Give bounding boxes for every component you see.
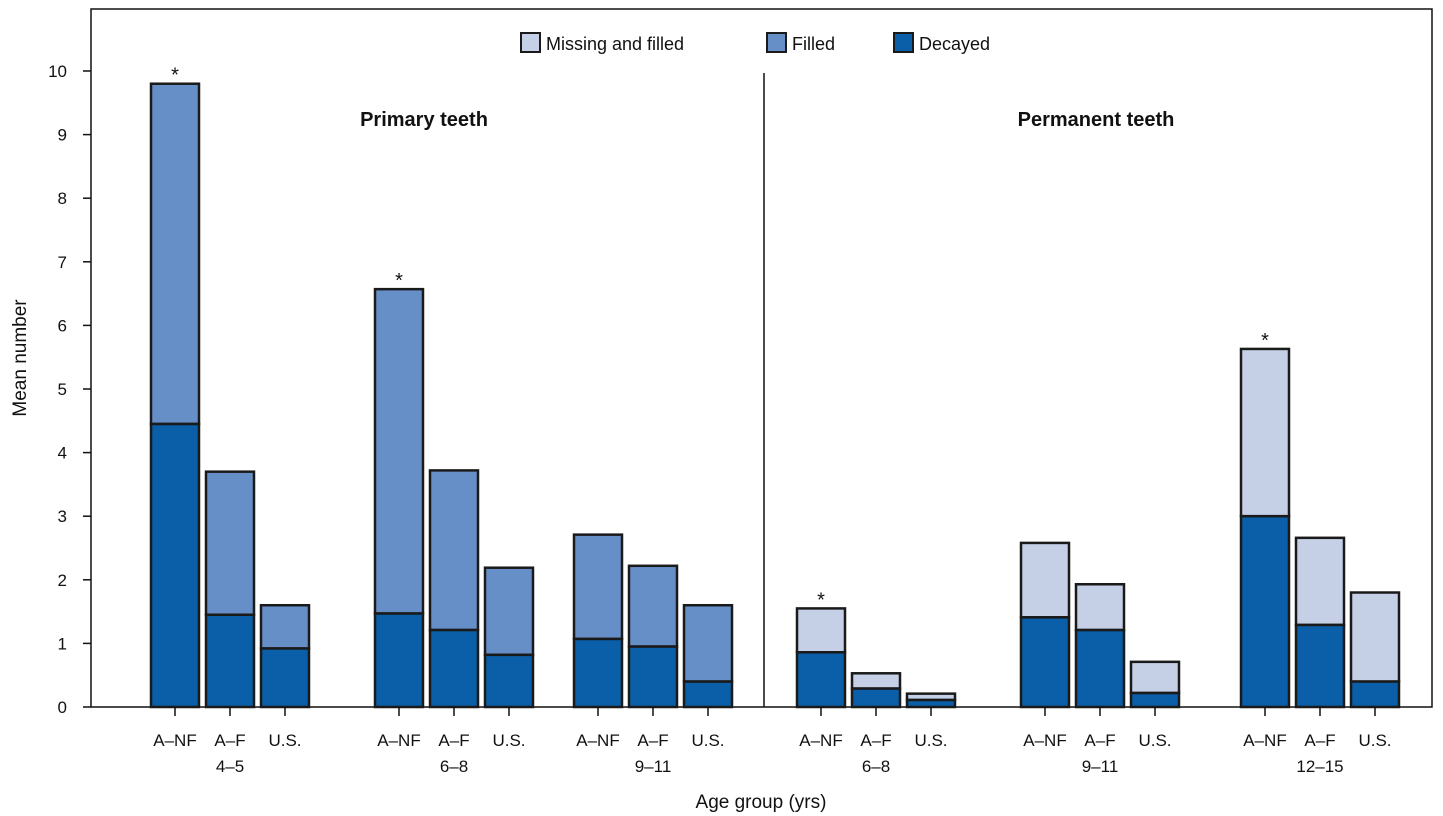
y-tick-label: 5	[58, 380, 67, 399]
x-category-label: A–F	[214, 731, 245, 750]
bar-segment-decayed	[1239, 514, 1291, 709]
panel-title-primary: Primary teeth	[360, 109, 488, 131]
x-category-label: A–NF	[799, 731, 842, 750]
legend-label: Decayed	[919, 34, 990, 54]
bar-segment-filled	[483, 566, 535, 657]
bar-segment-missing-and-filled	[1294, 536, 1346, 627]
x-category-label: U.S.	[691, 731, 724, 750]
bar-segment-decayed	[1129, 691, 1181, 709]
bar-segment-decayed	[1349, 680, 1401, 709]
bar-segment-decayed	[1074, 628, 1126, 709]
bar-segment-decayed	[204, 613, 256, 709]
legend-swatch	[766, 32, 787, 53]
bar-segment-decayed	[259, 647, 311, 709]
x-group-label: 9–11	[1082, 757, 1119, 776]
bar-segment-decayed	[627, 645, 679, 709]
x-category-label: A–NF	[1243, 731, 1286, 750]
bar-segment-decayed	[682, 680, 734, 709]
panel-title-permanent: Permanent teeth	[1018, 109, 1175, 131]
significance-marker: *	[171, 65, 179, 87]
y-tick-label: 1	[58, 634, 67, 653]
y-tick-label: 0	[58, 698, 67, 717]
x-group-label: 6–8	[440, 757, 468, 776]
bar-segment-filled	[428, 469, 480, 632]
legend-label: Filled	[792, 34, 835, 54]
legend-label: Missing and filled	[546, 34, 684, 54]
x-group-label: 4–5	[216, 757, 244, 776]
bar-segment-missing-and-filled	[850, 672, 902, 690]
x-category-label: U.S.	[1138, 731, 1171, 750]
legend-swatch	[520, 32, 541, 53]
bar-segment-decayed	[483, 653, 535, 709]
x-category-label: A–NF	[1023, 731, 1066, 750]
y-tick-label: 6	[58, 316, 67, 335]
bar-segment-missing-and-filled	[1129, 660, 1181, 695]
bar-segment-filled	[259, 603, 311, 650]
x-category-label: A–F	[860, 731, 891, 750]
bar-segment-decayed	[850, 687, 902, 709]
x-category-label: U.S.	[492, 731, 525, 750]
x-group-label: 12–15	[1296, 757, 1343, 776]
y-tick-label: 10	[48, 62, 67, 81]
y-tick-label: 9	[58, 126, 67, 145]
x-category-label: A–NF	[153, 731, 196, 750]
bar-segment-decayed	[373, 612, 425, 709]
bar-segment-missing-and-filled	[795, 607, 847, 654]
x-category-label: A–F	[1304, 731, 1335, 750]
y-tick-label: 7	[58, 253, 67, 272]
significance-marker: *	[395, 270, 403, 292]
bar-segment-missing-and-filled	[1074, 583, 1126, 632]
x-category-label: A–F	[637, 731, 668, 750]
bar-segment-filled	[204, 470, 256, 617]
bar-segment-filled	[627, 564, 679, 648]
bar-segment-decayed	[1019, 616, 1071, 709]
legend-swatch	[893, 32, 914, 53]
y-tick-label: 4	[58, 444, 67, 463]
x-group-label: 9–11	[635, 757, 672, 776]
y-tick-label: 2	[58, 571, 67, 590]
bar-segment-decayed	[572, 637, 624, 709]
y-tick-label: 8	[58, 189, 67, 208]
x-group-label: 6–8	[862, 757, 890, 776]
significance-marker: *	[1261, 330, 1269, 352]
bar-segment-filled	[682, 603, 734, 683]
x-category-label: A–NF	[576, 731, 619, 750]
x-category-label: U.S.	[1358, 731, 1391, 750]
bar-segment-decayed	[149, 422, 201, 709]
plot-frame	[90, 8, 1433, 708]
x-category-label: A–F	[1084, 731, 1115, 750]
bar-segment-missing-and-filled	[1239, 347, 1291, 518]
x-category-label: U.S.	[268, 731, 301, 750]
x-category-label: A–F	[438, 731, 469, 750]
bar-segment-decayed	[1294, 623, 1346, 709]
bar-segment-missing-and-filled	[1019, 541, 1071, 619]
x-category-label: U.S.	[914, 731, 947, 750]
x-axis-title: Age group (yrs)	[696, 792, 827, 813]
bar-segment-filled	[373, 287, 425, 615]
y-axis-title: Mean number	[10, 299, 31, 417]
bar-segment-decayed	[905, 698, 957, 709]
bar-segment-missing-and-filled	[1349, 591, 1401, 683]
y-tick-label: 3	[58, 507, 67, 526]
bar-segment-filled	[572, 533, 624, 641]
bar-segment-filled	[149, 82, 201, 426]
bar-segment-decayed	[795, 651, 847, 709]
x-category-label: A–NF	[377, 731, 420, 750]
bar-segment-decayed	[428, 628, 480, 709]
significance-marker: *	[817, 589, 825, 611]
